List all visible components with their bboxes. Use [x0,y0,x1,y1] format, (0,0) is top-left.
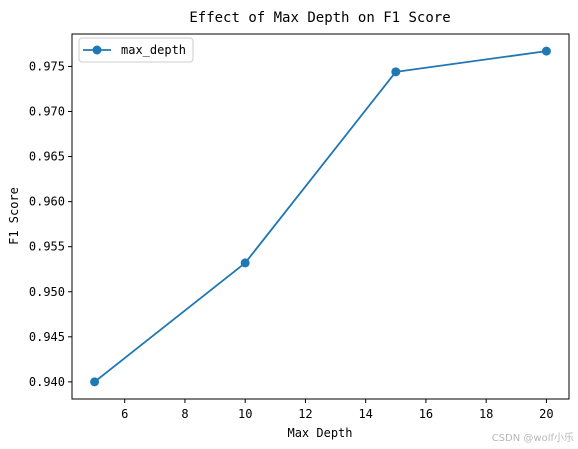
y-tick-label: 0.960 [29,195,65,209]
x-tick-label: 16 [419,407,433,421]
y-tick-label: 0.970 [29,105,65,119]
chart-title: Effect of Max Depth on F1 Score [189,10,450,26]
x-tick-label: 14 [358,407,372,421]
x-tick-label: 20 [539,407,553,421]
x-tick-label: 12 [298,407,312,421]
data-point [90,377,100,387]
series-layer [90,46,551,387]
x-axis-label: Max Depth [287,426,352,440]
x-tick-label: 8 [181,407,188,421]
y-tick-label: 0.955 [29,240,65,254]
data-point [240,258,250,268]
y-tick-label: 0.975 [29,59,65,73]
x-axis: 6 8 10 12 14 16 18 20 [121,399,554,421]
y-axis-label: F1 Score [7,187,21,245]
plot-area [71,33,570,400]
y-axis: 0.940 0.945 0.950 0.955 0.960 0.965 0.970 0.975 [29,59,72,389]
x-tick-label: 6 [121,407,128,421]
watermark: CSDN @wolf小乐 [492,432,574,444]
legend-label-max-depth: max_depth [121,43,186,57]
y-tick-label: 0.950 [29,285,65,299]
legend-frame [78,37,194,63]
legend: max_depth [78,37,194,63]
legend-marker [92,45,102,55]
y-tick-label: 0.945 [29,330,65,344]
data-point [391,67,401,77]
series-line-max-depth [93,50,548,383]
data-point [541,46,551,56]
y-tick-label: 0.940 [29,375,65,389]
y-tick-label: 0.965 [29,150,65,164]
x-tick-label: 18 [479,407,493,421]
x-tick-label: 10 [238,407,252,421]
